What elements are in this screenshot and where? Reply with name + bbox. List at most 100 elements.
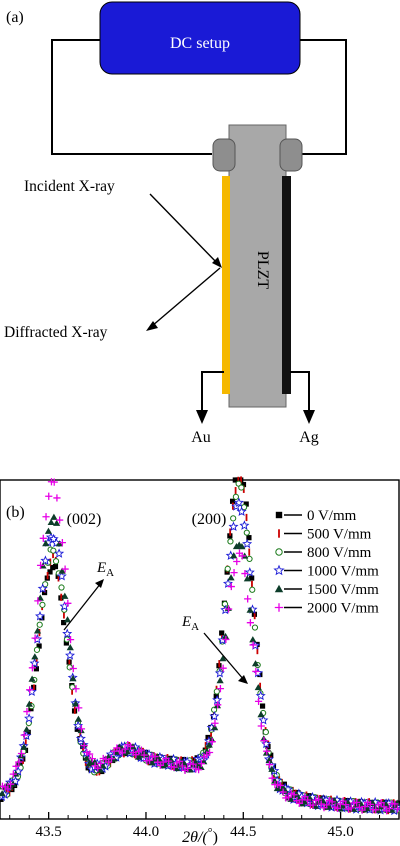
data-point (20, 743, 28, 750)
data-point (259, 703, 266, 709)
data-point (228, 521, 239, 531)
data-point (252, 667, 260, 676)
data-point (34, 597, 42, 605)
data-point (189, 760, 197, 768)
x-tick-label: 44.0 (133, 824, 159, 840)
data-point (175, 757, 184, 765)
data-point (353, 798, 361, 807)
data-point (20, 731, 28, 739)
legend-label: 0 V/mm (307, 508, 357, 524)
data-point (262, 728, 269, 736)
legend-marker (274, 584, 284, 593)
sample-label: PLZT (254, 251, 271, 289)
data-point (15, 758, 23, 766)
data-point (219, 664, 227, 672)
data-point (118, 749, 126, 757)
dc-setup-box (99, 1, 301, 75)
data-point (58, 539, 66, 547)
data-point (165, 757, 173, 765)
legend-marker (278, 529, 280, 538)
data-point (35, 610, 45, 621)
data-point (251, 580, 253, 589)
data-point (44, 527, 53, 534)
data-point (229, 528, 232, 536)
data-point (249, 636, 257, 643)
legend-label: 500 V/mm (307, 527, 372, 543)
data-point (73, 720, 84, 731)
xrd-plot: 43.5 44.0 44.5 45.0 (0, 476, 400, 840)
data-point (42, 513, 50, 521)
x-axis-label: 2θ/(°) (182, 825, 218, 846)
data-point (80, 742, 88, 750)
data-point (257, 722, 265, 730)
diffracted-xray-label: Diffracted X-ray (4, 324, 108, 341)
ea-arrow-200 (203, 632, 245, 681)
data-point (211, 724, 219, 731)
x-tick-label: 44.5 (230, 824, 256, 840)
legend: 0 V/mm 500 V/mm 800 V/mm 1000 V/mm 1500 V/mm… (273, 508, 379, 617)
data-point (40, 555, 51, 565)
data-point (71, 687, 74, 695)
data-point (238, 484, 245, 491)
data-point (61, 619, 67, 626)
data-point (7, 780, 15, 788)
data-point (314, 795, 323, 803)
data-point (333, 804, 342, 813)
data-point (31, 634, 39, 642)
data-point (205, 741, 213, 748)
data-point (66, 644, 74, 651)
data-point (230, 569, 238, 577)
data-point (170, 763, 178, 771)
data-point (74, 726, 80, 732)
data-point (234, 487, 237, 495)
data-point (197, 759, 205, 768)
data-point (0, 790, 6, 797)
data-point (205, 748, 214, 757)
data-point (28, 664, 37, 672)
data-point (99, 762, 107, 769)
data-point (239, 520, 250, 530)
data-point (222, 635, 230, 644)
data-point (276, 781, 284, 790)
data-point (372, 806, 380, 814)
data-point (232, 542, 241, 550)
data-point (33, 684, 35, 692)
data-point (232, 493, 239, 500)
legend-label: 1000 V/mm (307, 564, 379, 580)
data-point (74, 715, 83, 722)
data-point (91, 758, 99, 765)
data-point (52, 550, 54, 559)
peak-label-200: (200) (192, 511, 227, 528)
data-point (60, 593, 63, 601)
data-point (361, 802, 369, 811)
lead-ag (290, 371, 310, 412)
data-point (244, 567, 255, 577)
plzt-sample (228, 124, 287, 408)
data-point (243, 501, 249, 507)
panel-a-label: (a) (6, 9, 24, 26)
data-point (33, 646, 41, 653)
legend-label: 2000 V/mm (307, 601, 379, 617)
data-point (213, 693, 219, 699)
au-label: Au (191, 429, 211, 446)
data-point (229, 498, 236, 504)
data-point (261, 738, 272, 749)
data-point (58, 584, 65, 591)
data-point (69, 664, 77, 673)
data-point (72, 700, 80, 707)
left-clamp (212, 138, 236, 172)
data-point (230, 515, 237, 522)
data-point (96, 759, 105, 767)
legend-marker (275, 548, 283, 556)
data-point (251, 624, 259, 631)
data-point (36, 561, 45, 569)
data-point (12, 762, 20, 770)
plot-frame (0, 479, 400, 820)
data-point (224, 565, 231, 572)
ea-arrowhead-200 (238, 675, 248, 684)
data-point (37, 583, 48, 593)
data-point (64, 599, 72, 607)
data-point (55, 540, 63, 547)
data-point (222, 578, 233, 588)
